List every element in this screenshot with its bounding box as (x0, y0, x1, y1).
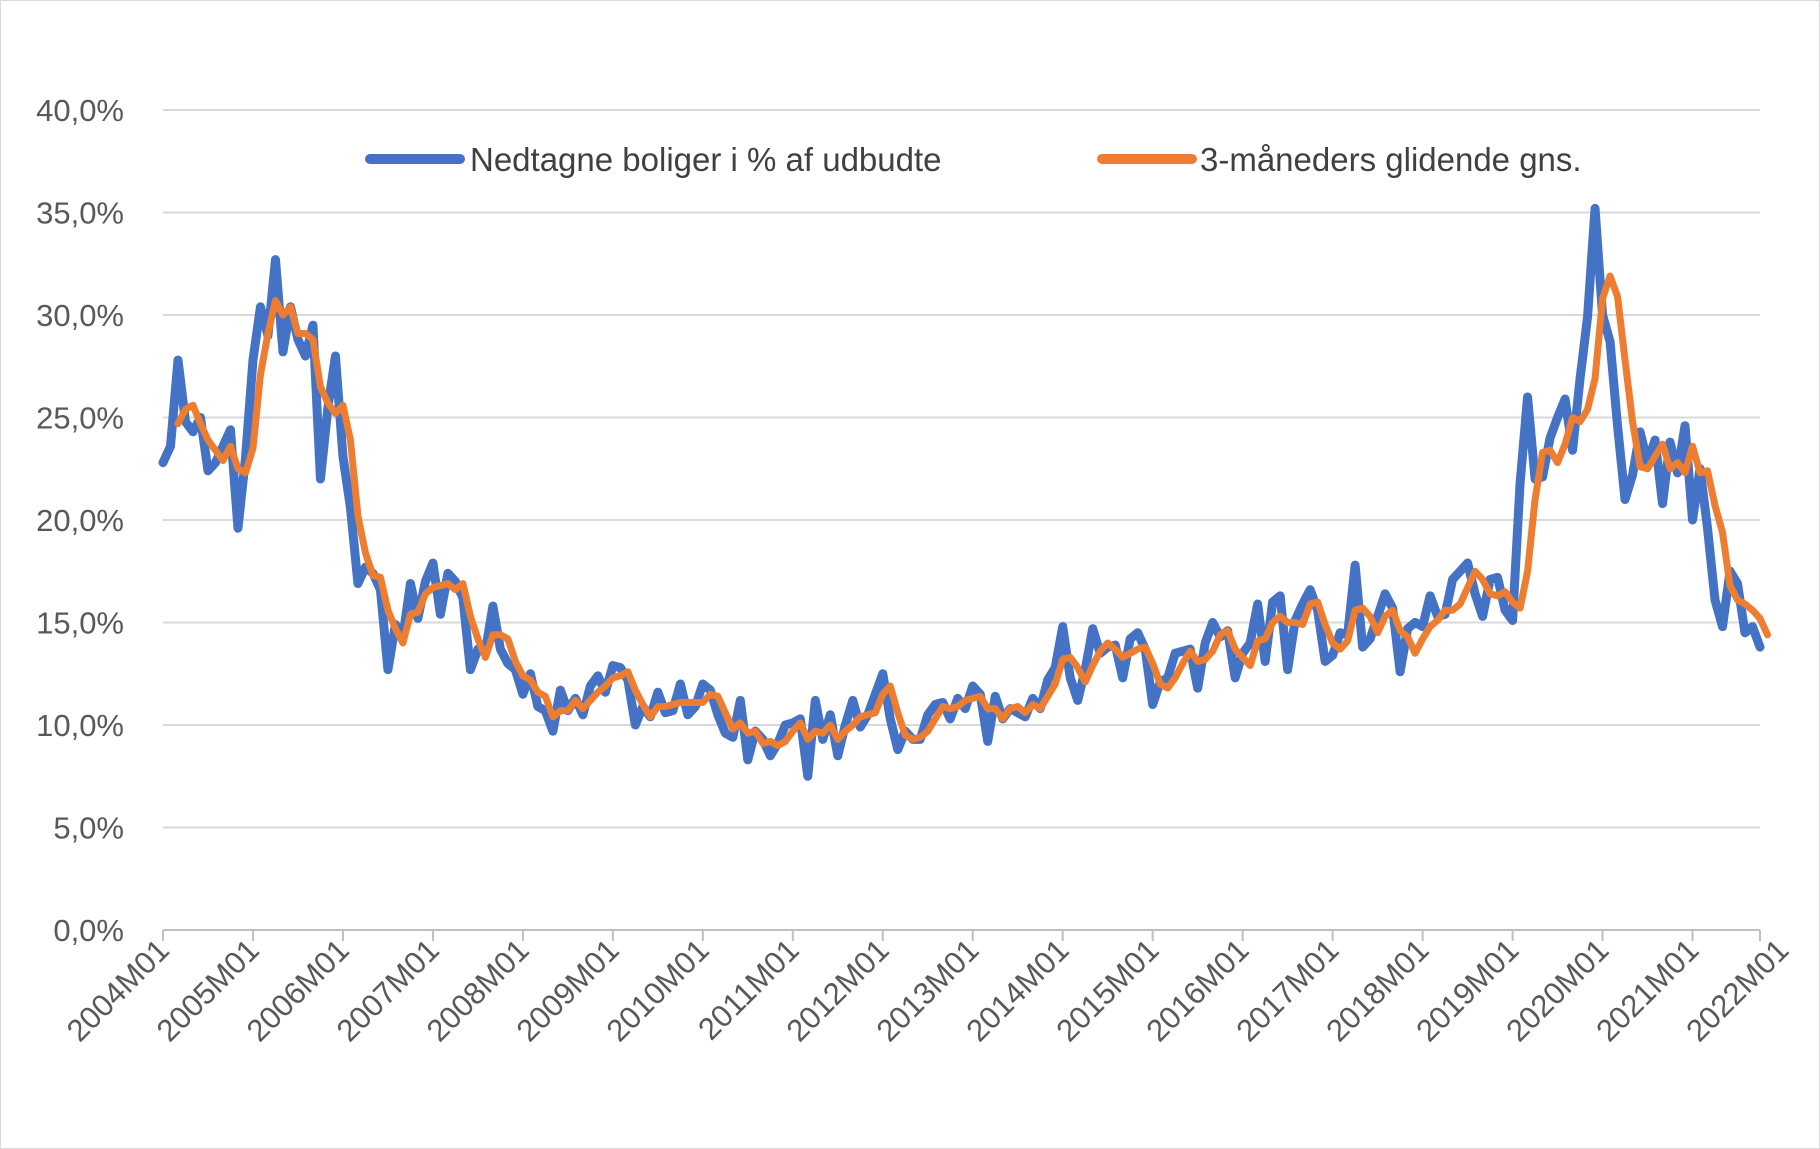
y-tick-label: 35,0% (36, 196, 124, 231)
x-axis (162, 929, 1761, 941)
y-tick-label: 5,0% (53, 811, 124, 846)
y-axis-tick-labels: 0,0% 5,0% 10,0% 15,0% 20,0% 25,0% 30,0% 35,0% 40… (36, 93, 124, 948)
legend-label-series-1: Nedtagne boliger i % af udbudte (470, 141, 942, 178)
y-tick-label: 30,0% (36, 298, 124, 333)
legend: Nedtagne boliger i % af udbudte 3-månede… (365, 141, 1582, 178)
series-lines (158, 203, 1771, 781)
legend-label-series-2: 3-måneders glidende gns. (1200, 141, 1582, 178)
y-tick-label: 15,0% (36, 606, 124, 641)
x-axis-tick-labels: 2004M012005M012006M012007M012008M012009M… (60, 932, 1796, 1048)
gridlines (163, 109, 1760, 829)
series-line-2 (174, 272, 1771, 749)
series-line-1 (158, 203, 1765, 781)
y-tick-label: 0,0% (53, 913, 124, 948)
y-tick-label: 20,0% (36, 503, 124, 538)
y-tick-label: 25,0% (36, 401, 124, 436)
y-tick-label: 10,0% (36, 708, 124, 743)
y-tick-label: 40,0% (36, 93, 124, 128)
